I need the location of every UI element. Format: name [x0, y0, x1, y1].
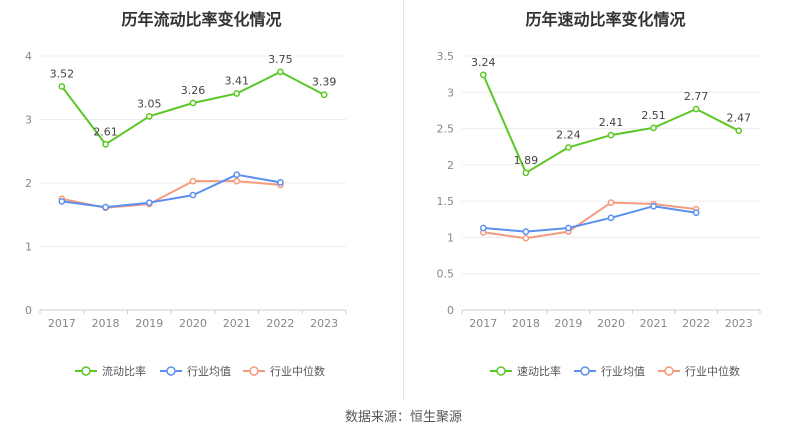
- y-tick-label: 1: [25, 241, 32, 254]
- data-label: 2.41: [599, 116, 624, 129]
- y-tick-label: 0: [25, 304, 32, 317]
- legend-label: 流动比率: [102, 364, 146, 378]
- x-tick-label: 2023: [310, 317, 338, 330]
- data-point: [607, 199, 615, 206]
- chart-title: 历年速动比率变化情况: [525, 10, 686, 29]
- y-tick-label: 2: [25, 177, 32, 190]
- data-label: 2.51: [641, 109, 666, 122]
- chart-title: 历年流动比率变化情况: [121, 10, 282, 29]
- data-point: [233, 171, 241, 179]
- y-tick-label: 3: [447, 86, 454, 99]
- current-ratio-plot: 0 1 2 3 4 2017 2018 2019 2020 2021 2022 2023 3.52 2.6…: [25, 50, 347, 378]
- data-point: [479, 224, 487, 232]
- legend-marker: [580, 366, 590, 376]
- y-tick-label: 0.5: [437, 268, 455, 281]
- data-point: [735, 127, 743, 135]
- data-point: [479, 71, 487, 79]
- data-point: [58, 198, 66, 205]
- data-point: [58, 83, 66, 90]
- series-line: [483, 205, 697, 233]
- x-tick-label: 2023: [725, 317, 753, 330]
- legend-marker: [249, 366, 259, 376]
- y-tick-label: 1: [447, 231, 454, 244]
- data-point: [102, 203, 109, 211]
- y-tick-label: 1.5: [437, 195, 455, 208]
- data-label: 2.77: [684, 90, 709, 103]
- x-tick-label: 2021: [223, 317, 251, 330]
- data-point: [650, 202, 657, 210]
- data-point: [522, 228, 530, 235]
- data-label: 3.26: [181, 84, 206, 97]
- data-point: [607, 214, 615, 222]
- data-label: 2.47: [726, 112, 751, 125]
- x-tick-label: 2019: [135, 317, 163, 330]
- y-tick-label: 2.5: [437, 123, 455, 136]
- y-tick-label: 3: [25, 114, 32, 127]
- legend-marker: [166, 366, 176, 376]
- legend-marker: [664, 366, 674, 376]
- data-point: [650, 124, 657, 132]
- data-label: 1.89: [514, 154, 539, 167]
- data-point: [277, 68, 284, 76]
- data-label: 3.24: [471, 56, 496, 69]
- data-label: 3.05: [137, 97, 162, 110]
- x-tick-label: 2019: [554, 317, 582, 330]
- data-point: [145, 199, 153, 207]
- x-tick-label: 2020: [597, 317, 625, 330]
- data-point: [565, 224, 572, 232]
- x-tick-label: 2022: [682, 317, 710, 330]
- y-tick-label: 4: [25, 50, 32, 63]
- data-point: [233, 177, 241, 185]
- data-point: [320, 91, 328, 99]
- data-point: [233, 90, 241, 97]
- data-label: 3.52: [50, 67, 75, 80]
- legend-label: 行业中位数: [270, 364, 325, 378]
- data-label: 3.75: [268, 53, 293, 66]
- data-point: [189, 191, 197, 199]
- legend-marker: [81, 366, 91, 376]
- data-label: 3.39: [312, 76, 337, 89]
- data-point: [692, 105, 700, 113]
- series-line: [483, 201, 697, 240]
- legend-label: 行业均值: [601, 365, 645, 378]
- series-line: [61, 180, 281, 209]
- x-tick-label: 2017: [48, 317, 76, 330]
- data-point: [607, 131, 615, 139]
- data-point: [522, 169, 530, 177]
- legend-label: 速动比率: [517, 364, 561, 378]
- data-label: 2.61: [93, 125, 118, 138]
- legend-marker: [496, 366, 506, 376]
- legend-label: 行业中位数: [685, 364, 740, 378]
- data-label: 3.41: [224, 74, 249, 87]
- legend-label: 行业均值: [187, 365, 231, 378]
- y-tick-label: 0: [447, 304, 454, 317]
- x-tick-label: 2022: [266, 317, 294, 330]
- quick-ratio-chart: 历年速动比率变化情况 0 0.5 1 1.5 2 2.5 3 3.5 2017 2018 2019 2…: [404, 0, 807, 400]
- chart-divider: [403, 0, 404, 400]
- x-tick-label: 2018: [512, 317, 540, 330]
- data-point: [692, 209, 700, 217]
- data-point: [102, 140, 109, 148]
- y-tick-label: 3.5: [437, 50, 455, 63]
- data-point: [145, 112, 153, 120]
- x-tick-label: 2017: [469, 317, 497, 330]
- current-ratio-chart: 历年流动比率变化情况 0 1 2 3 4 2017 2018 2019 2020 2021 2022…: [0, 0, 403, 400]
- quick-ratio-plot: 0 0.5 1 1.5 2 2.5 3 3.5 2017 2018 2019 2020 2021 2022…: [437, 50, 761, 378]
- data-point: [277, 179, 284, 186]
- data-point: [565, 144, 572, 151]
- data-label: 2.24: [556, 128, 581, 141]
- data-point: [189, 99, 197, 107]
- x-tick-label: 2018: [92, 317, 120, 330]
- data-point: [189, 177, 197, 185]
- x-tick-label: 2020: [179, 317, 207, 330]
- data-point: [522, 234, 530, 242]
- x-tick-label: 2021: [640, 317, 668, 330]
- series-line: [61, 173, 281, 209]
- data-source: 数据来源：恒生聚源: [344, 410, 462, 425]
- y-tick-label: 2: [447, 159, 454, 172]
